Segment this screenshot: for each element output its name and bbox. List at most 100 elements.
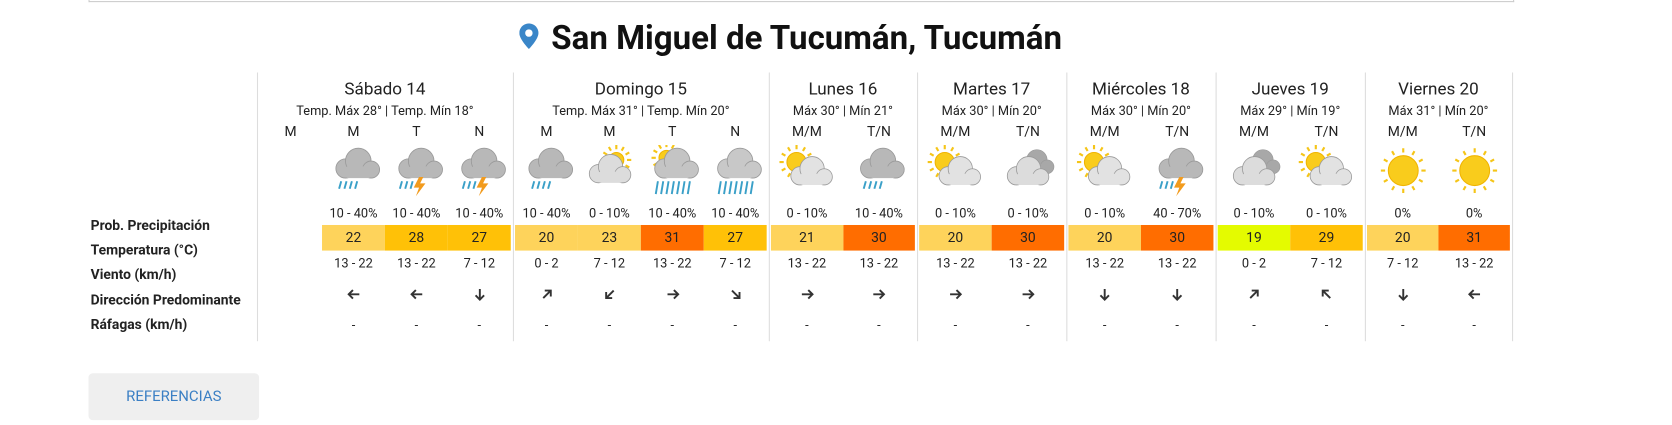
wind-speed: 7 - 12: [1386, 255, 1419, 271]
weather-icon: [449, 145, 509, 198]
temperature-cell: 20: [515, 224, 578, 251]
weather-icon: [1297, 145, 1357, 198]
row-label: Temperatura (°C): [90, 242, 198, 259]
precip-prob: 0 - 10%: [934, 205, 976, 221]
wind-arrow: [798, 286, 815, 303]
wind-arrow: [408, 286, 425, 303]
day-summary: Máx 31° | Mín 20°: [1388, 103, 1489, 119]
wind-speed: 13 - 22: [397, 255, 436, 271]
temperature-cell: 27: [703, 224, 767, 251]
period-label: M/M: [1387, 124, 1418, 141]
row-label: Dirección Predominante: [90, 292, 241, 309]
precip-prob: 10 - 40%: [854, 205, 903, 221]
wind-gust: -: [953, 317, 958, 333]
column-separator: [768, 72, 770, 342]
period-label: T/N: [1462, 124, 1487, 141]
wind-arrow: [1466, 286, 1483, 303]
references-button[interactable]: REFERENCIAS: [88, 373, 260, 421]
period-label: M/M: [1238, 124, 1269, 141]
day-name: Sábado 14: [344, 78, 426, 99]
wind-speed: 13 - 22: [787, 255, 827, 271]
weather-icon: [580, 145, 640, 198]
wind-speed: 13 - 22: [1085, 255, 1125, 271]
weather-icon: [849, 145, 909, 198]
period-label: T/N: [866, 124, 891, 141]
period-label: N: [474, 124, 485, 141]
wind-gust: -: [1175, 317, 1179, 333]
wind-arrow: [601, 286, 618, 303]
wind-arrow: [947, 286, 964, 303]
precip-prob: 0 - 10%: [1233, 205, 1275, 221]
precip-prob: 10 - 40%: [455, 205, 504, 221]
wind-gust: -: [1026, 317, 1030, 333]
weather-icon: [1075, 145, 1135, 198]
wind-arrow: [1169, 286, 1186, 303]
day-name: Domingo 15: [594, 78, 687, 99]
wind-gust: -: [544, 317, 549, 333]
period-label: M: [347, 124, 360, 141]
temperature-cell: 19: [1217, 224, 1291, 251]
day-name: Martes 17: [953, 78, 1031, 99]
weather-icon: [517, 145, 577, 198]
wind-gust: -: [877, 317, 881, 333]
temperature-cell: 21: [770, 224, 843, 251]
wind-arrow: [1394, 286, 1411, 303]
wind-arrow: [345, 286, 362, 303]
wind-arrow: [1096, 286, 1113, 303]
wind-gust: -: [1102, 317, 1107, 333]
wind-speed: 0 - 2: [1241, 255, 1267, 271]
wind-gust: -: [733, 317, 737, 333]
period-label: T/N: [1015, 124, 1040, 141]
row-label: Ráfagas (km/h): [90, 317, 188, 334]
wind-speed: 0 - 2: [534, 255, 559, 271]
wind-speed: 13 - 22: [334, 255, 373, 271]
column-separator: [917, 72, 919, 342]
weather-icon: [1373, 145, 1433, 198]
precip-prob: 10 - 40%: [648, 205, 697, 221]
wind-gust: -: [477, 317, 482, 333]
day-summary: Máx 29° | Mín 19°: [1240, 103, 1341, 119]
precip-prob: 10 - 40%: [329, 205, 378, 221]
period-label: T: [412, 124, 421, 141]
weather-icon: [1147, 145, 1207, 198]
temperature-cell: 31: [1438, 224, 1510, 251]
precip-prob: 0 - 10%: [1084, 205, 1126, 221]
period-label: M: [284, 124, 297, 141]
wind-speed: 7 - 12: [1310, 255, 1343, 271]
weather-icon: [324, 145, 384, 198]
precip-prob: 40 - 70%: [1153, 205, 1202, 221]
weather-icon: [1444, 145, 1504, 198]
temperature-cell: 29: [1290, 224, 1363, 251]
day-name: Miércoles 18: [1092, 78, 1190, 99]
day-name: Viernes 20: [1398, 78, 1479, 99]
wind-gust: -: [670, 317, 675, 333]
wind-arrow: [471, 286, 488, 303]
temperature-cell: 23: [577, 224, 641, 251]
day-summary: Temp. Máx 28° | Temp. Mín 18°: [296, 103, 474, 119]
precip-prob: 0 - 10%: [786, 205, 828, 221]
location-title: San Miguel de Tucumán, Tucumán: [551, 18, 1063, 58]
period-label: T: [668, 124, 677, 141]
wind-speed: 13 - 22: [859, 255, 899, 271]
temperature-cell: 20: [919, 224, 992, 251]
temperature-cell: 28: [384, 224, 448, 251]
wind-speed: 13 - 22: [652, 255, 692, 271]
precip-prob: 10 - 40%: [711, 205, 760, 221]
period-label: T/N: [1165, 124, 1190, 141]
temperature-cell: 22: [322, 224, 385, 251]
weather-icon: [998, 145, 1058, 198]
wind-arrow: [727, 286, 744, 303]
wind-gust: -: [1472, 317, 1476, 333]
column-separator: [1512, 72, 1514, 342]
precip-prob: 0 - 10%: [588, 205, 630, 221]
period-label: M/M: [791, 124, 822, 141]
weather-icon: [387, 145, 447, 198]
precip-prob: 10 - 40%: [392, 205, 441, 221]
day-summary: Máx 30° | Mín 20°: [941, 103, 1042, 119]
day-summary: Temp. Máx 31° | Temp. Mín 20°: [552, 103, 730, 119]
period-label: M: [540, 124, 553, 141]
wind-arrow: [1019, 286, 1036, 303]
day-summary: Máx 30° | Mín 21°: [792, 103, 893, 119]
wind-speed: 13 - 22: [936, 255, 975, 271]
